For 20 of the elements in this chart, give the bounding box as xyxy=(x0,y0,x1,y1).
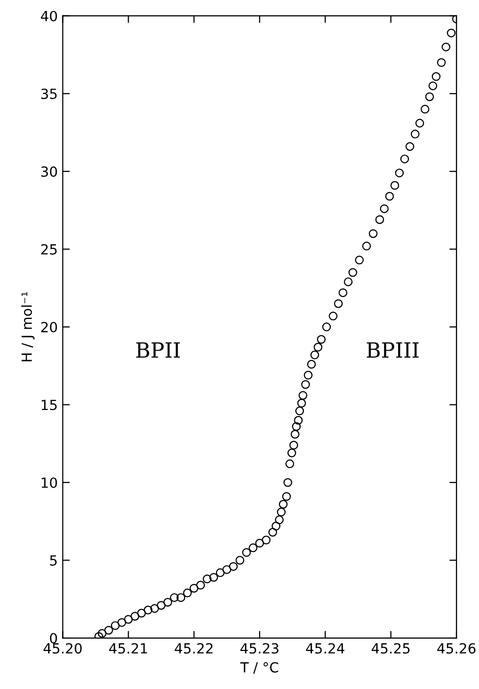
y-tick-label: 25 xyxy=(41,244,57,255)
y-tick-label: 40 xyxy=(40,10,57,22)
x-axis-title: T / °C xyxy=(240,662,278,674)
x-tick-label: 45.26 xyxy=(437,643,476,654)
y-tick-label: 15 xyxy=(42,400,57,410)
x-tick-label: 45.25 xyxy=(372,643,410,654)
x-tick-label: 45.22 xyxy=(174,643,212,654)
x-tick-label: 45.21 xyxy=(109,643,147,654)
y-tick-label: 0 xyxy=(50,632,57,644)
y-axis-title: H / J mol⁻¹ xyxy=(21,292,35,362)
annotation: BPIII xyxy=(366,342,419,358)
x-tick-label: 45.24 xyxy=(306,643,344,654)
y-tick-label: 30 xyxy=(41,166,57,177)
y-tick-label: 10 xyxy=(42,477,57,488)
x-tick-label: 45.20 xyxy=(44,643,82,654)
annotation: BPII xyxy=(136,342,180,358)
y-tick-label: 5 xyxy=(50,555,57,566)
y-tick-label: 20 xyxy=(41,322,57,332)
x-tick-label: 45.23 xyxy=(240,643,278,654)
y-tick-label: 35 xyxy=(41,88,57,100)
